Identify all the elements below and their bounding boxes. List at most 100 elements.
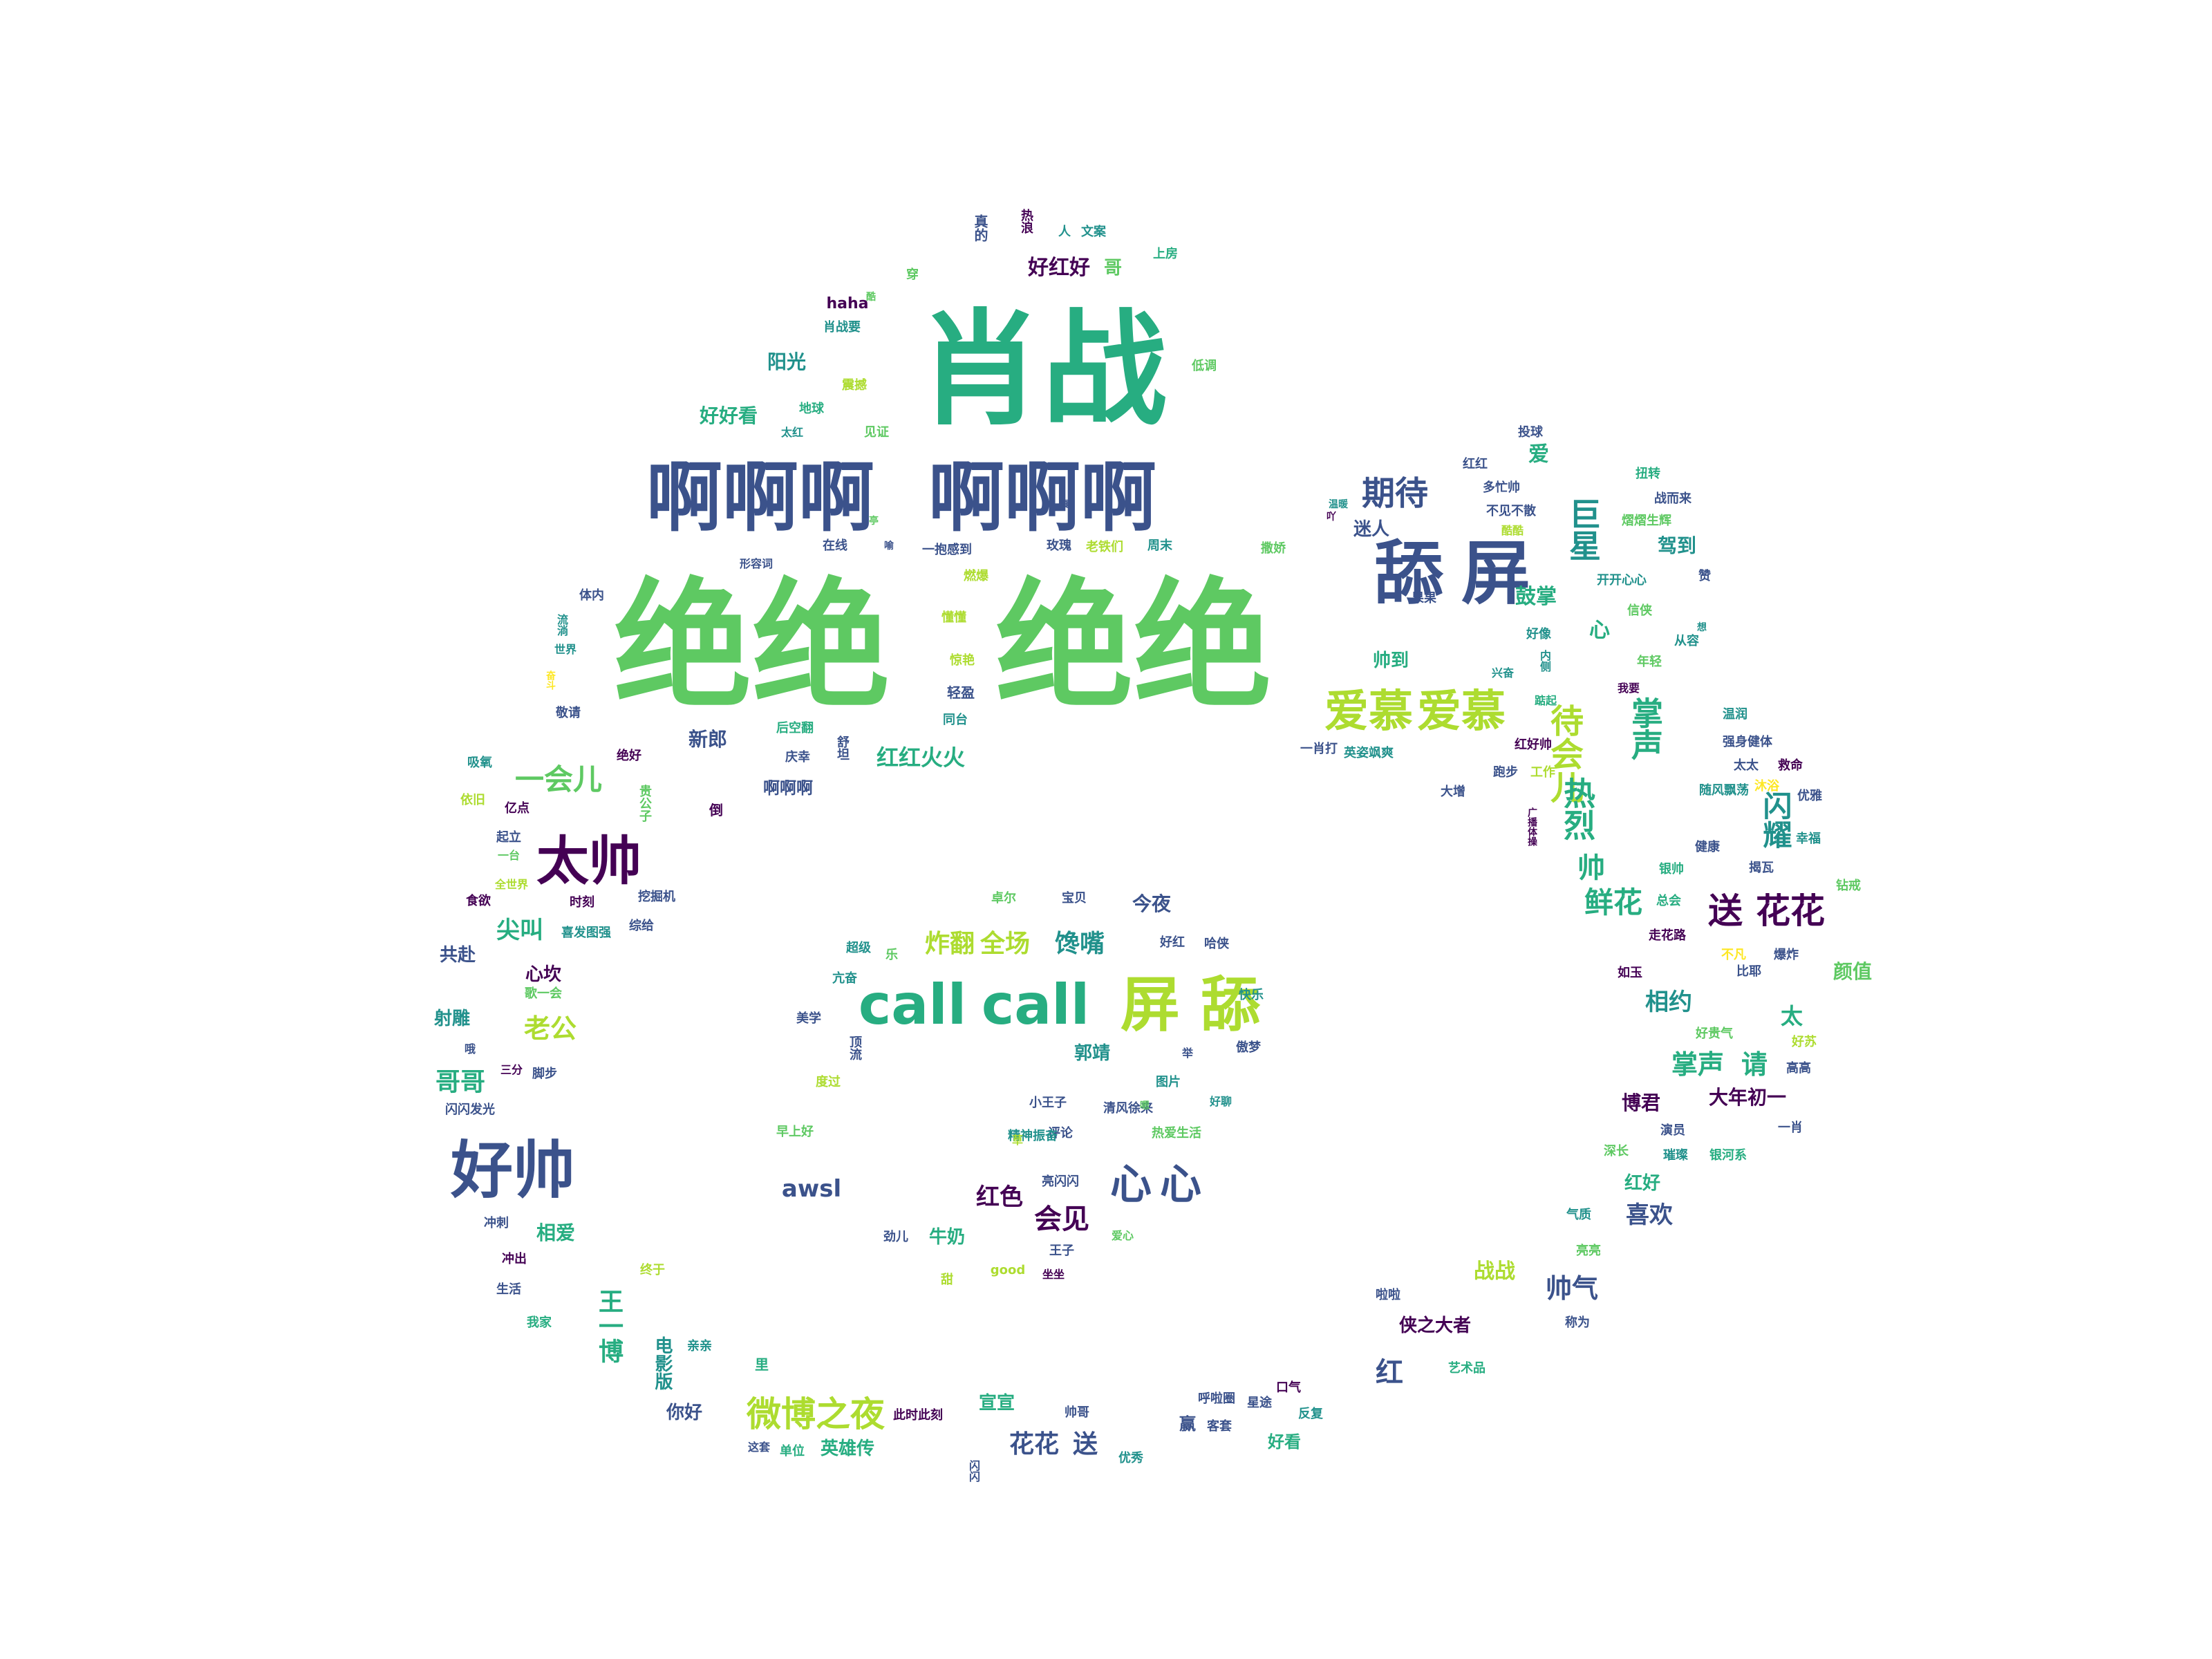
cloud-word: 投球 xyxy=(1518,425,1543,440)
cloud-word: 这套 xyxy=(747,1441,771,1454)
cloud-word: 英雄传 xyxy=(820,1438,875,1459)
cloud-word: 演员 xyxy=(1660,1123,1685,1138)
cloud-word: 微博之夜 xyxy=(747,1394,885,1434)
cloud-word: 流淌 xyxy=(555,614,568,636)
cloud-word: 尖叫 xyxy=(496,917,543,944)
cloud-word: 优秀 xyxy=(1118,1451,1143,1465)
cloud-word: 依旧 xyxy=(460,793,485,807)
cloud-word: 燃爆 xyxy=(964,569,988,583)
cloud-word: 称为 xyxy=(1565,1315,1590,1330)
cloud-word: 老公 xyxy=(523,1013,577,1044)
cloud-word: 客套 xyxy=(1207,1419,1232,1434)
cloud-word: 掌声 xyxy=(1671,1049,1725,1080)
cloud-word: 送 xyxy=(1708,891,1743,931)
cloud-word: 请 xyxy=(1741,1049,1768,1080)
cloud-word: 英姿飒爽 xyxy=(1344,746,1394,760)
cloud-word: 卓尔 xyxy=(991,891,1016,906)
cloud-word: 全世界 xyxy=(494,878,529,891)
cloud-word: 掌声 xyxy=(1627,697,1664,760)
cloud-word: 顶流 xyxy=(847,1035,862,1060)
cloud-word: 随风飘荡 xyxy=(1699,783,1749,798)
cloud-word: 亢奋 xyxy=(832,971,857,986)
cloud-word: 同台 xyxy=(943,713,968,727)
cloud-word: 巨星 xyxy=(1564,498,1602,561)
cloud-word: 喜欢 xyxy=(1626,1201,1673,1229)
cloud-word: 战战 xyxy=(1474,1259,1515,1284)
cloud-word: 起立 xyxy=(496,830,521,845)
cloud-word: 好苏 xyxy=(1792,1035,1817,1049)
cloud-word: 图片 xyxy=(1156,1075,1181,1089)
cloud-word: 后空翻 xyxy=(776,721,814,735)
cloud-word: 真 xyxy=(1060,499,1069,510)
cloud-word: 一肖 xyxy=(1778,1121,1803,1135)
cloud-word: 热浪 xyxy=(1019,209,1033,234)
cloud-word: 太红 xyxy=(780,426,804,439)
cloud-word: 肖战 xyxy=(917,298,1168,442)
cloud-word: 不凡 xyxy=(1721,948,1746,962)
cloud-word: 热爱生活 xyxy=(1152,1126,1201,1141)
cloud-word: 心 xyxy=(1585,619,1609,639)
cloud-word: 终于 xyxy=(640,1263,665,1277)
cloud-word: 乐 xyxy=(885,948,898,962)
cloud-word: 深长 xyxy=(1604,1144,1629,1159)
cloud-word: 银帅 xyxy=(1659,862,1684,877)
cloud-word: 好贵气 xyxy=(1696,1027,1733,1041)
cloud-word: 呼啦圈 xyxy=(1198,1391,1235,1406)
cloud-word: 走花路 xyxy=(1649,928,1686,943)
cloud-word: 啊啊啊 xyxy=(928,453,1156,542)
cloud-word: 优雅 xyxy=(1797,789,1822,803)
cloud-word: 劲儿 xyxy=(883,1230,908,1244)
cloud-word: 赢 xyxy=(1179,1414,1196,1434)
cloud-word: 好像 xyxy=(1526,627,1551,641)
cloud-word: 心 xyxy=(1160,1161,1201,1209)
cloud-word: 震撼 xyxy=(842,378,867,393)
cloud-word: 艺术品 xyxy=(1448,1361,1485,1376)
cloud-word: 阳光 xyxy=(767,350,807,373)
cloud-word: 亮闪闪 xyxy=(1042,1174,1079,1189)
cloud-word: 总会 xyxy=(1656,894,1681,908)
cloud-word: 三分 xyxy=(500,1063,523,1076)
cloud-word: good xyxy=(990,1263,1026,1277)
cloud-word: 啊啊啊 xyxy=(646,453,874,542)
cloud-word: 嗯 xyxy=(1140,1100,1150,1112)
cloud-word: 奋斗 xyxy=(545,671,556,690)
cloud-word: 爱慕 xyxy=(1324,686,1413,738)
cloud-word: 花花 xyxy=(1756,891,1825,931)
cloud-word: 举 xyxy=(1181,1047,1194,1060)
cloud-word: 你好 xyxy=(666,1403,703,1423)
cloud-word: 反复 xyxy=(1298,1407,1323,1421)
cloud-word: 全场 xyxy=(980,930,1031,958)
cloud-word: 一台 xyxy=(497,849,521,862)
cloud-word: 红 xyxy=(1376,1357,1403,1389)
cloud-word: 驾到 xyxy=(1657,534,1697,557)
cloud-word: 温暖 xyxy=(1329,499,1348,510)
cloud-word: 脚步 xyxy=(532,1067,557,1081)
cloud-word: 超级 xyxy=(846,941,871,955)
cloud-word: 哦 xyxy=(464,1042,476,1056)
cloud-word: 多忙帅 xyxy=(1483,480,1520,495)
cloud-word: 单位 xyxy=(780,1444,805,1459)
cloud-word: 爱慕 xyxy=(1417,686,1506,738)
cloud-word: 战而来 xyxy=(1654,491,1691,506)
cloud-word: 草 xyxy=(1011,1134,1024,1147)
cloud-word: 帅 xyxy=(1573,853,1604,881)
cloud-word: 啦啦 xyxy=(1376,1288,1400,1302)
cloud-word: 新郎 xyxy=(688,728,728,751)
cloud-word: 会见 xyxy=(1034,1203,1089,1235)
cloud-word: 炸翻 xyxy=(924,930,975,958)
cloud-word: 闪耀 xyxy=(1759,791,1792,849)
cloud-word: 在线 xyxy=(823,538,847,553)
cloud-word: 幸福 xyxy=(1796,832,1821,846)
cloud-word: 王一博 xyxy=(594,1288,623,1363)
cloud-word: 生活 xyxy=(496,1282,521,1297)
cloud-word: 内侧 xyxy=(1538,650,1551,672)
cloud-word: 酷酷 xyxy=(1501,524,1524,537)
cloud-word: 相约 xyxy=(1645,988,1692,1016)
cloud-word: 里 xyxy=(755,1356,769,1373)
cloud-word: 红红火火 xyxy=(876,744,966,771)
cloud-word: 共赴 xyxy=(439,945,476,966)
cloud-word: 揭瓦 xyxy=(1749,861,1774,875)
cloud-word: 大增 xyxy=(1441,785,1465,799)
cloud-word: 广播体操 xyxy=(1526,807,1537,846)
